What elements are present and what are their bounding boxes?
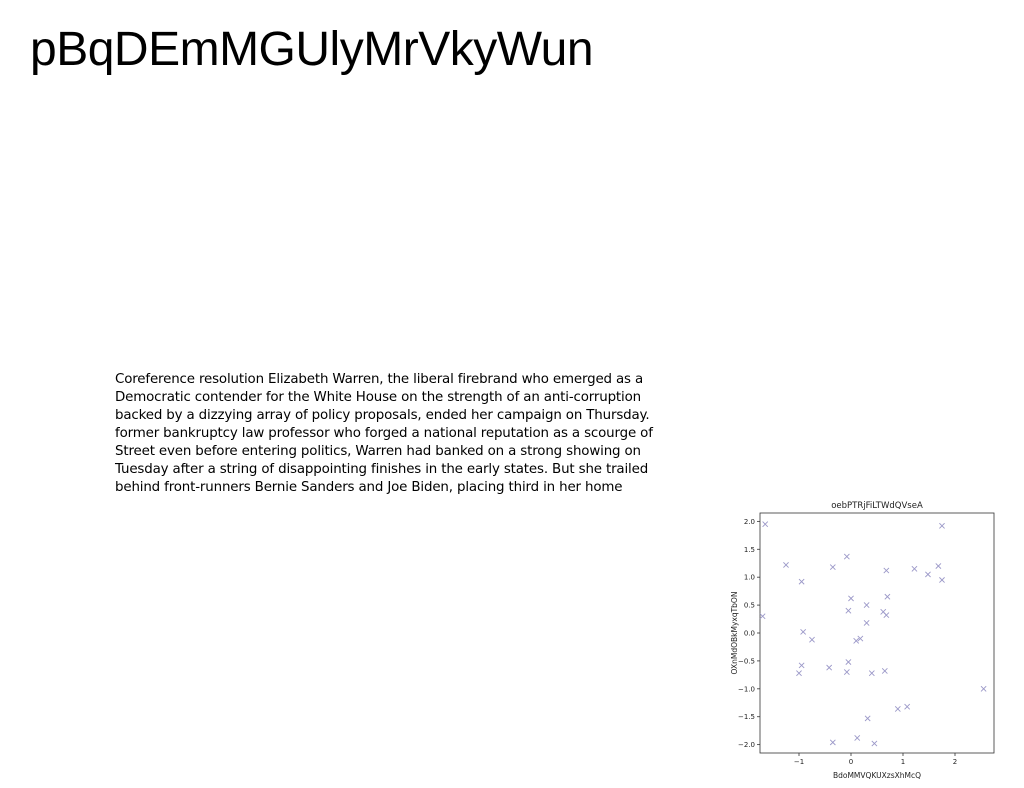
scatter-chart: oebPTRjFiLTWdQVseA −1 0 1 22.01.51.00.50.0−… <box>730 501 995 780</box>
axis-ticks: −1 0 1 2 2.0 1.5 1.0 0.5 0.0 −0.5 −1.0 −1.5 −2.0 <box>738 518 957 766</box>
scatter-point <box>857 635 864 642</box>
scatter-point <box>871 740 878 747</box>
scatter-point <box>826 664 833 671</box>
scatter-point <box>883 567 890 574</box>
scatter-point <box>845 607 852 614</box>
x-tick-label: 2 <box>953 758 957 766</box>
scatter-point <box>864 715 871 722</box>
scatter-point <box>863 620 870 626</box>
scatter-point <box>829 564 836 571</box>
scatter-point <box>759 613 766 620</box>
scatter-point <box>843 669 850 675</box>
chart-title: oebPTRjFiLTWdQVseA <box>831 501 923 511</box>
y-tick-label: 0.5 <box>744 602 755 610</box>
scatter-points <box>759 521 987 747</box>
scatter-point <box>809 636 815 643</box>
scatter-point <box>848 595 854 602</box>
scatter-point <box>854 735 861 741</box>
paragraph-line: former bankruptcy law professor who forg… <box>115 426 653 441</box>
y-tick-label: 1.0 <box>744 574 755 582</box>
scatter-point <box>884 593 891 600</box>
scatter-point <box>939 577 945 583</box>
scatter-point <box>798 578 805 585</box>
scatter-figure: oebPTRjFiLTWdQVseA −1 0 1 2 2.0 1.5 1.0 0.5 0.0−… <box>726 496 1002 784</box>
y-tick-label: −2.0 <box>738 741 755 749</box>
scatter-point <box>829 739 836 746</box>
scatter-point <box>935 563 942 569</box>
scatter-point <box>925 571 931 578</box>
paragraph-line: Tuesday after a string of disappointing … <box>115 462 649 477</box>
scatter-point <box>762 521 769 528</box>
scatter-point <box>845 659 852 665</box>
paragraph-line: Democratic contender for the White House… <box>115 390 641 405</box>
y-tick-label: −0.5 <box>738 657 755 665</box>
scatter-point <box>939 522 945 529</box>
x-tick-label: 0 <box>849 758 853 766</box>
scatter-point <box>904 703 911 710</box>
x-axis-label: BdoMMVQKUXzsXhMcQ <box>833 771 921 780</box>
y-tick-label: −1.5 <box>738 713 755 721</box>
scatter-point <box>796 670 802 677</box>
y-tick-label: 2.0 <box>744 518 755 526</box>
page-title: pBqDEmMGUlyMrVkyWun <box>30 23 594 76</box>
scatter-point <box>894 705 901 712</box>
scatter-point <box>881 668 888 674</box>
scatter-point <box>883 612 890 619</box>
body-paragraph: Coreference resolution Elizabeth Warren,… <box>115 371 705 497</box>
plot-frame <box>759 512 995 754</box>
y-tick-label: −1.0 <box>738 685 755 693</box>
y-axis-label: OXnMdOBkMyxqTbON <box>730 592 739 675</box>
x-tick-label: 1 <box>901 758 905 766</box>
paragraph-line: Street even before entering politics, Wa… <box>115 444 641 459</box>
scatter-point <box>853 637 860 644</box>
paragraph-line: backed by a dizzying array of policy pro… <box>115 408 650 423</box>
scatter-point <box>911 565 918 572</box>
scatter-point <box>800 628 807 635</box>
scatter-point <box>783 561 789 568</box>
paragraph-line: behind front-runners Bernie Sanders and … <box>115 480 623 495</box>
scatter-point <box>798 662 805 669</box>
scatter-point <box>868 670 875 677</box>
scatter-point <box>843 553 850 560</box>
scatter-point <box>863 602 870 609</box>
y-tick-label: 1.5 <box>744 546 755 554</box>
scatter-point <box>980 685 987 692</box>
x-tick-label: −1 <box>794 758 804 766</box>
y-tick-label: 0.0 <box>744 630 755 638</box>
paragraph-line: Coreference resolution Elizabeth Warren,… <box>115 372 644 387</box>
